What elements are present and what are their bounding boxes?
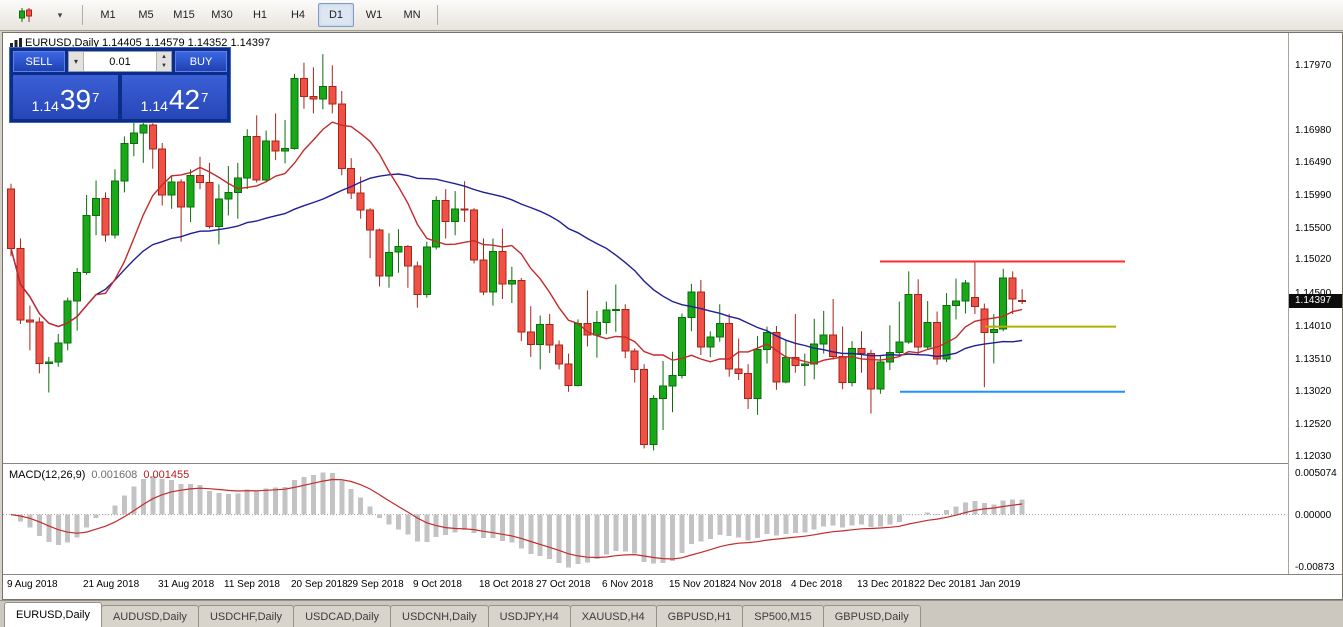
sell-button[interactable]: SELL (13, 51, 65, 72)
date-label: 21 Aug 2018 (83, 579, 140, 590)
chart-tab-xauusd-h4[interactable]: XAUUSD,H4 (569, 605, 657, 627)
timeframe-button-h1[interactable]: H1 (252, 9, 268, 21)
ma-slow-line (10, 173, 1023, 358)
macd-value-main: 0.001608 (91, 469, 138, 481)
ma-fast-line (10, 121, 1023, 365)
date-label: 9 Oct 2018 (413, 579, 462, 590)
date-label: 22 Dec 2018 (914, 579, 971, 590)
price-chart-canvas[interactable] (3, 33, 1288, 463)
price-scale-label: 1.15020 (1295, 254, 1332, 265)
timeframe-button-m1[interactable]: M1 (100, 9, 116, 21)
date-label: 31 Aug 2018 (158, 579, 215, 590)
chart-tab-gbpusd-h1[interactable]: GBPUSD,H1 (655, 605, 744, 627)
date-label: 1 Jan 2019 (971, 579, 1021, 590)
price-scale-label: 1.12520 (1295, 419, 1332, 430)
timeframe-button-m5[interactable]: M5 (138, 9, 154, 21)
buy-price-prefix: 1.14 (140, 97, 168, 114)
timeframe-button-m30[interactable]: M30 (211, 9, 233, 21)
timeframe-button-d1[interactable]: D1 (318, 3, 354, 27)
panel-separator[interactable] (3, 463, 1342, 464)
buy-price-display[interactable]: 1.14 42 7 (122, 75, 227, 119)
chart-tab-gbpusd-daily[interactable]: GBPUSD,Daily (822, 605, 921, 627)
top-toolbar: ▾ M1 M5 M15 M30 H1 H4 D1 W1 MN (0, 0, 1343, 31)
lot-spinner[interactable]: ▲ ▼ (156, 52, 171, 71)
macd-label: MACD(12,26,9) 0.001608 0.001455 (9, 469, 189, 481)
chart-type-button[interactable] (7, 3, 43, 27)
date-label: 24 Nov 2018 (725, 579, 782, 590)
date-label: 27 Oct 2018 (536, 579, 591, 590)
sell-price-big: 39 (59, 84, 92, 115)
chart-window-icon (10, 38, 22, 49)
date-label: 4 Dec 2018 (791, 579, 843, 590)
sell-price-sup: 7 (92, 90, 100, 105)
date-label: 13 Dec 2018 (857, 579, 914, 590)
chart-tab-usdjpy-h4[interactable]: USDJPY,H4 (487, 605, 571, 627)
chart-tab-usdchf-daily[interactable]: USDCHF,Daily (197, 605, 295, 627)
price-scale-label: 1.13020 (1295, 386, 1332, 397)
price-scale-label: 1.13510 (1295, 354, 1332, 365)
lot-size-input[interactable]: 0.01 (109, 55, 131, 68)
chart-window: EURUSD,Daily 1.14405 1.14579 1.14352 1.1… (2, 32, 1343, 600)
date-label: 11 Sep 2018 (224, 579, 280, 590)
buy-price-big: 42 (168, 84, 201, 115)
price-scale-label: 1.16980 (1295, 125, 1332, 136)
price-axis[interactable]: 1.17970 1.16980 1.16490 1.15990 1.15500 1.150… (1289, 33, 1342, 574)
chart-tab-sp500-m15[interactable]: SP500,M15 (742, 605, 824, 627)
current-price-tag: 1.14397 (1289, 294, 1342, 308)
macd-scale-label: -0.00873 (1295, 562, 1335, 573)
spin-down-icon[interactable]: ▼ (161, 63, 167, 70)
price-scale-label: 1.17970 (1295, 60, 1332, 71)
lot-size-control[interactable]: ▾ 0.01 ▲ ▼ (68, 51, 172, 72)
date-label: 15 Nov 2018 (669, 579, 726, 590)
timeframe-button-m15[interactable]: M15 (173, 9, 195, 21)
sell-price-display[interactable]: 1.14 39 7 (13, 75, 118, 119)
buy-price-sup: 7 (201, 90, 209, 105)
date-label: 29 Sep 2018 (347, 579, 404, 590)
sell-price-prefix: 1.14 (31, 97, 59, 114)
chart-tab-usdcad-daily[interactable]: USDCAD,Daily (293, 605, 392, 627)
scale-separator (1288, 33, 1289, 574)
date-label: 18 Oct 2018 (479, 579, 534, 590)
spin-up-icon[interactable]: ▲ (161, 53, 167, 60)
macd-indicator-canvas[interactable] (3, 466, 1288, 574)
price-scale-label: 1.12030 (1295, 451, 1332, 462)
chart-tab-bar: EURUSD,Daily AUDUSD,Daily USDCHF,Daily USDC… (0, 600, 1343, 627)
date-label: 6 Nov 2018 (602, 579, 654, 590)
date-label: 9 Aug 2018 (7, 579, 58, 590)
macd-scale-label: 0.00000 (1295, 510, 1332, 521)
chart-type-dropdown-icon[interactable]: ▾ (57, 9, 63, 20)
buy-button[interactable]: BUY (175, 51, 227, 72)
toolbar-divider (82, 5, 83, 25)
price-scale-label: 1.15500 (1295, 223, 1332, 234)
price-scale-label: 1.16490 (1295, 157, 1332, 168)
time-axis[interactable]: 9 Aug 2018 21 Aug 2018 31 Aug 2018 11 Sep 2… (3, 576, 1288, 598)
macd-signal-line (10, 478, 1023, 560)
timeframe-button-w1[interactable]: W1 (365, 9, 383, 21)
macd-scale-label: 0.005074 (1295, 468, 1337, 479)
price-scale-label: 1.14010 (1295, 321, 1332, 332)
axis-separator (3, 574, 1342, 575)
chart-title: EURUSD,Daily 1.14405 1.14579 1.14352 1.1… (25, 37, 271, 49)
chart-tab-usdcnh-daily[interactable]: USDCNH,Daily (390, 605, 489, 627)
chart-tab-eurusd-daily[interactable]: EURUSD,Daily (4, 602, 102, 627)
lot-dropdown-icon[interactable]: ▾ (69, 52, 84, 71)
date-label: 20 Sep 2018 (291, 579, 348, 590)
price-scale-label: 1.15990 (1295, 190, 1332, 201)
timeframe-button-mn[interactable]: MN (403, 9, 421, 21)
toolbar-divider (437, 5, 438, 25)
macd-value-signal: 0.001455 (143, 469, 190, 481)
chart-tab-audusd-daily[interactable]: AUDUSD,Daily (100, 605, 199, 627)
candlestick-icon (18, 8, 32, 22)
price-scale-label: 1.14500 (1295, 288, 1331, 299)
macd-name: MACD(12,26,9) (9, 469, 86, 481)
timeframe-button-h4[interactable]: H4 (290, 9, 306, 21)
one-click-trading-panel: SELL ▾ 0.01 ▲ ▼ BUY 1.14 39 7 1.14 42 7 (9, 47, 231, 123)
